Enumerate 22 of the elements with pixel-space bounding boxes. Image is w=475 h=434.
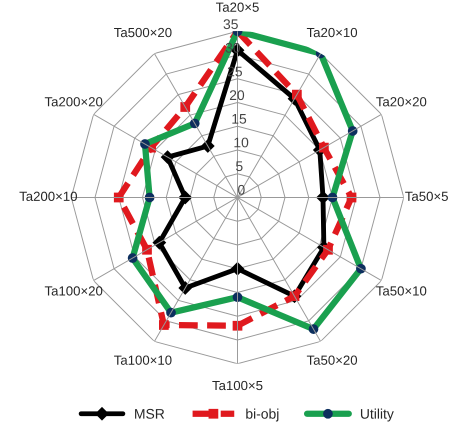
legend-label: bi-obj — [246, 408, 278, 422]
spoke-label: Ta50×20 — [306, 355, 358, 365]
spoke-label: Ta100×5 — [212, 380, 262, 390]
spoke-label: Ta20×20 — [376, 97, 426, 106]
spoke-label: Ta200×20 — [44, 97, 102, 106]
spoke-label: Ta100×10 — [114, 355, 172, 365]
spoke-label: Ta20×10 — [306, 28, 358, 38]
y-tick-label: 15 — [232, 114, 246, 124]
spoke-label: Ta50×5 — [405, 192, 448, 202]
legend-label: Utility — [360, 408, 394, 422]
y-tick-label: 30 — [226, 42, 240, 53]
y-tick-label: 5 — [236, 161, 243, 172]
spoke-label: Ta500×20 — [114, 28, 172, 38]
y-tick-label: 35 — [224, 19, 238, 30]
spoke-label: Ta20×5 — [216, 2, 259, 12]
spoke-label: Ta100×20 — [44, 286, 102, 296]
y-tick-label: 0 — [238, 184, 245, 195]
spoke-label: Ta50×10 — [376, 286, 426, 296]
y-tick-label: 20 — [230, 90, 244, 100]
y-tick-label: 10 — [234, 138, 248, 148]
legend-label: MSR — [135, 408, 164, 419]
spoke-label: Ta200×10 — [19, 192, 77, 202]
